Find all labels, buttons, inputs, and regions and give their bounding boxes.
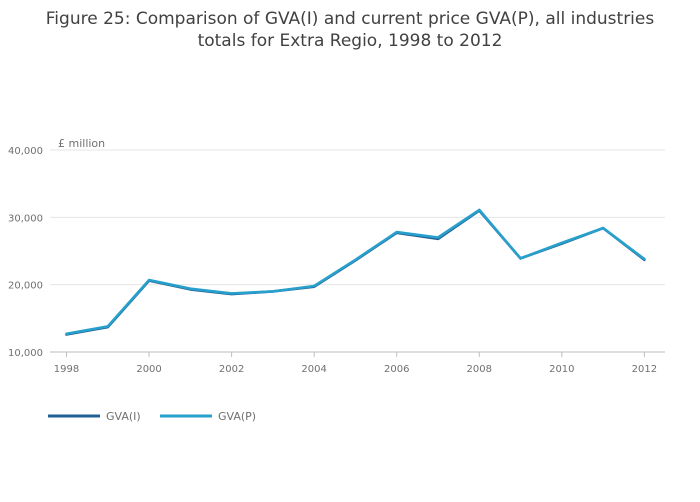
x-tick-label: 1998 — [54, 364, 79, 375]
x-tick-label: 2010 — [549, 364, 574, 375]
legend: GVA(I) GVA(P) — [48, 410, 256, 423]
gridlines — [50, 149, 665, 286]
x-tick-label: 2006 — [384, 364, 409, 375]
y-tick-label: 40,000 — [8, 146, 43, 157]
y-tick-label: 30,000 — [8, 213, 43, 224]
y-tick-label: 20,000 — [8, 281, 43, 292]
x-tick-label: 2002 — [219, 364, 244, 375]
x-tick-label: 2004 — [301, 364, 326, 375]
legend-label: GVA(P) — [218, 410, 256, 423]
y-axis-unit-label: £ million — [58, 137, 105, 150]
x-tick-label: 2008 — [467, 364, 492, 375]
legend-label: GVA(I) — [106, 410, 141, 423]
y-tick-label: 10,000 — [8, 348, 43, 359]
series-line-gva-i — [65, 209, 646, 336]
series-line-gva-p — [65, 208, 646, 336]
series-lines — [65, 208, 646, 336]
y-axis: 10,000 20,000 30,000 40,000 — [8, 146, 43, 359]
x-axis: 1998 2000 2002 2004 2006 2008 2010 2012 — [50, 351, 665, 375]
x-tick-label: 2000 — [136, 364, 161, 375]
x-tick-label: 2012 — [632, 364, 657, 375]
chart-title: Figure 25: Comparison of GVA(I) and curr… — [45, 9, 655, 51]
